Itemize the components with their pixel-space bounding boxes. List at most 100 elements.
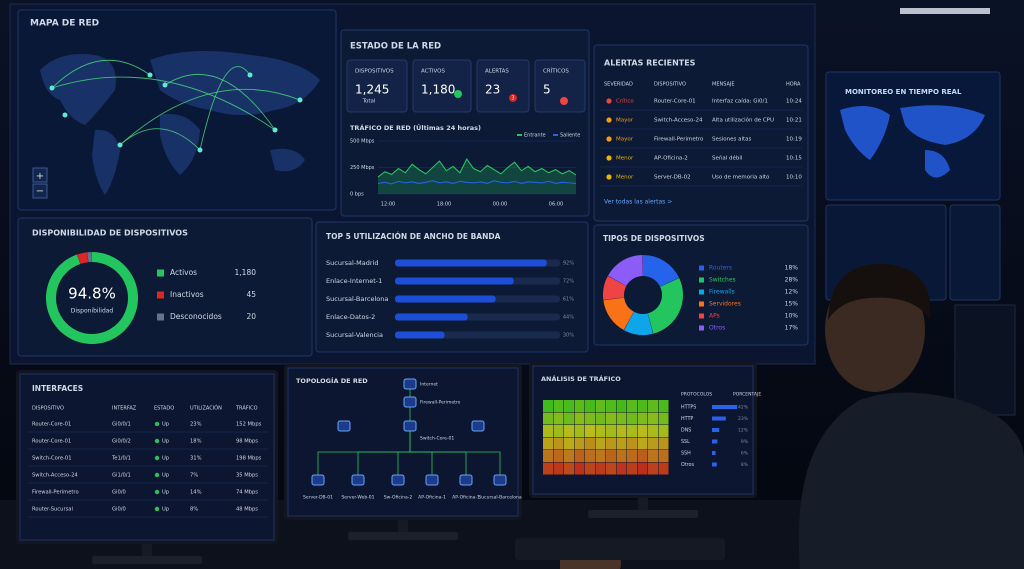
table-cell: Up (162, 422, 170, 428)
zoom-button[interactable] (32, 167, 48, 183)
legend-label: Switches (709, 277, 736, 284)
card-value: 1,245 (355, 83, 389, 97)
donut-segment (607, 255, 643, 286)
severity-dot (606, 174, 612, 180)
status-dot (154, 455, 160, 461)
topology-node (425, 474, 439, 486)
legend-label: Inactivos (170, 290, 204, 299)
value-label: 28% (785, 277, 799, 284)
card-value: 23 (485, 83, 500, 97)
message: Uso de memoria alto (712, 175, 770, 181)
protocol-name: HTTP (681, 416, 693, 422)
value-label: 44% (563, 315, 574, 321)
bar (395, 259, 547, 267)
heatmap-cell (574, 437, 585, 450)
zoom-button[interactable] (32, 183, 48, 199)
bar (712, 405, 738, 409)
bar (395, 331, 445, 339)
heatmap-cell (574, 450, 585, 462)
y-tick-label: 500 Mbps (350, 139, 375, 145)
table-cell: Router-Core-01 (32, 439, 71, 445)
heatmap-cell (595, 450, 606, 462)
bar (712, 451, 716, 455)
table-cell: Gi0/0 (112, 507, 126, 513)
category-label: Enlace-Datos-2 (326, 313, 375, 321)
panel-title: ALERTAS RECIENTES (604, 59, 696, 68)
topology-node (311, 474, 325, 486)
node-label: Switch-Core-01 (420, 436, 454, 442)
heatmap-cell (553, 425, 564, 437)
heatmap-cell (564, 412, 574, 425)
message: Interfaz caída: Gi0/1 (712, 98, 768, 105)
heatmap-cell (585, 437, 595, 450)
table-cell: Up (162, 473, 170, 479)
table-header: PROTOCOLOS (681, 392, 712, 398)
topology-switch (337, 420, 351, 432)
bar (712, 462, 717, 467)
severity-dot (606, 117, 612, 123)
heatmap-cell (606, 450, 616, 462)
table-cell: 152 Mbps (236, 422, 262, 428)
value-label: 92% (563, 261, 574, 267)
network-link (51, 59, 151, 89)
legend-swatch (699, 289, 704, 295)
heatmap-cell (543, 437, 553, 450)
monitor-screen (287, 367, 519, 517)
legend-swatch (699, 325, 704, 331)
protocol-name: SSH (681, 451, 691, 457)
severity: Mayor (616, 137, 634, 143)
table-header: SEVERIDAD (604, 82, 633, 88)
heatmap-cell (616, 425, 627, 437)
severity: Menor (616, 175, 634, 181)
table-cell: 14% (190, 490, 202, 496)
value-label: 12% (738, 428, 749, 434)
landmass (270, 148, 305, 172)
node-label: AP-Oficina-1 (452, 495, 480, 501)
donut-segment (643, 255, 680, 287)
value-label: 12% (785, 289, 799, 296)
bar (395, 295, 496, 303)
panel-title: MONITOREO EN TIEMPO REAL (845, 88, 962, 96)
heatmap-cell (595, 462, 606, 475)
landmass (840, 105, 985, 178)
message: Alta utilización de CPU (712, 117, 774, 124)
heatmap-cell (585, 412, 595, 425)
y-tick-label: 0 bps (350, 192, 364, 198)
value-label: 17% (785, 325, 799, 332)
availability-panel (17, 217, 313, 357)
time: 10:24 (786, 99, 802, 105)
alerts-link[interactable]: Ver todas las alertas > (604, 199, 672, 206)
value-label: 72% (563, 279, 574, 285)
status-dot (454, 90, 462, 98)
heatmap-cell (543, 425, 553, 437)
panel-title: DISPONIBILIDAD DE DISPOSITIVOS (32, 229, 188, 238)
heatmap-cell (574, 412, 585, 425)
alerts-panel (593, 44, 809, 222)
donut-segment (603, 297, 634, 331)
status-card (346, 59, 408, 113)
alert-badge (509, 94, 517, 102)
heatmap-cell (658, 400, 669, 412)
heatmap-cell (553, 400, 564, 412)
card-value: 1,180 (421, 83, 455, 97)
map-node (147, 72, 153, 78)
table-cell: 74 Mbps (236, 490, 258, 496)
traffic-line (377, 157, 577, 178)
table-cell: 35 Mbps (236, 473, 258, 479)
table-cell: Firewall-Perimetro (32, 490, 79, 496)
status-dot (154, 506, 160, 512)
time: 10:19 (786, 137, 802, 143)
card-label: DISPOSITIVOS (355, 69, 394, 75)
value-label: 9% (741, 439, 749, 445)
donut-segment (87, 252, 92, 263)
table-cell: Gi1/0/1 (112, 473, 131, 479)
heatmap-cell (616, 400, 627, 412)
panel-title: INTERFACES (32, 384, 83, 393)
monitor-stand (638, 494, 648, 512)
severity: Mayor (616, 118, 634, 124)
time: 10:10 (786, 175, 802, 181)
x-tick-label: 18:00 (437, 202, 451, 208)
protocol-name: SSL (681, 439, 690, 445)
category-label: Sucursal-Valencia (326, 331, 383, 339)
topology-node (403, 396, 417, 408)
